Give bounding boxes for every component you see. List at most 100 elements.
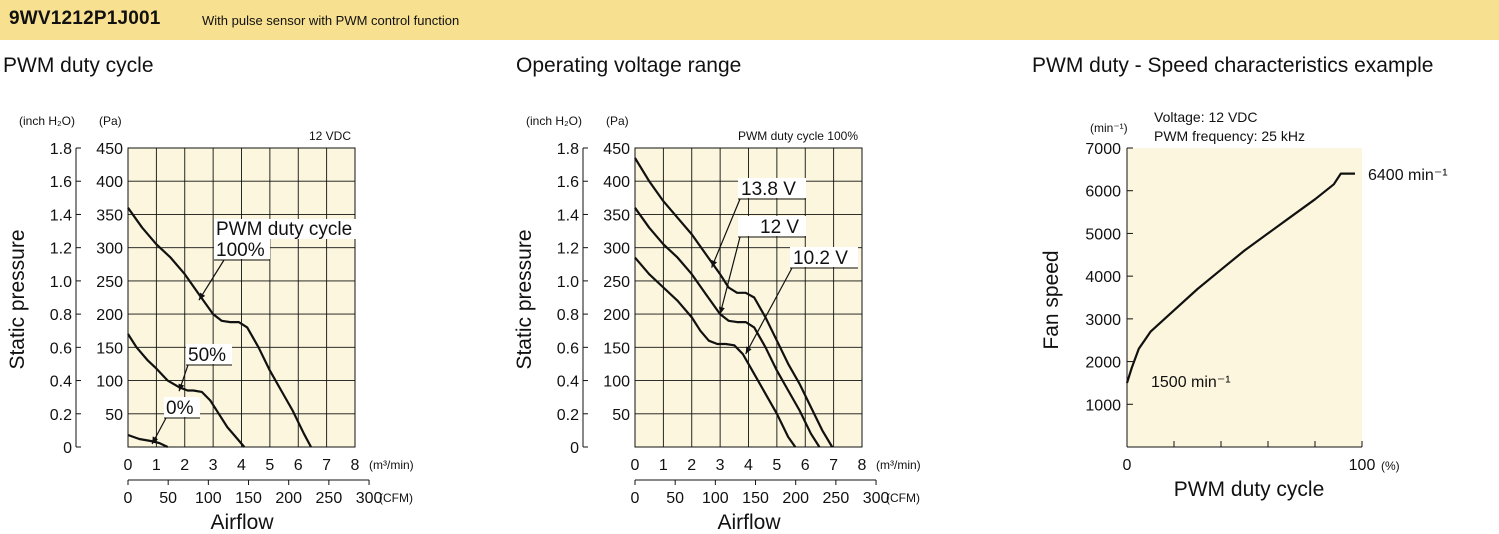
chart1-series-line	[127, 433, 169, 448]
chart2-x-tick-label: 6	[801, 457, 810, 474]
chart2-y-tick-label: 100	[603, 374, 630, 391]
chart1-x2-unit: (CFM)	[379, 491, 413, 505]
chart1-y2-tick-label: 0	[63, 440, 72, 457]
chart3-x-tick-label: 0	[1123, 457, 1132, 474]
chart3-y-tick-label: 1000	[1085, 397, 1121, 414]
chart1-label-100-bg	[214, 239, 270, 259]
chart1-y-unit: (Pa)	[99, 114, 122, 128]
model-description: With pulse sensor with PWM control funct…	[202, 13, 460, 28]
chart2-series-line	[634, 157, 834, 448]
chart2-label-12v-bg	[738, 216, 806, 236]
chart1-x2-tick-label: 50	[159, 490, 177, 507]
chart2-x-axis-title: Airflow	[717, 511, 781, 534]
model-number: 9WV1212P1J001	[9, 8, 161, 29]
chart2-x-tick-label: 8	[858, 457, 867, 474]
chart2-y-unit: (Pa)	[606, 114, 629, 128]
chart1-leader-line	[198, 259, 225, 301]
chart1-y-tick-label: 150	[96, 340, 123, 357]
chart1-x2-tick-label: 250	[316, 490, 343, 507]
chart2-x2-tick-label: 250	[823, 490, 850, 507]
chart1-series-line	[127, 333, 246, 448]
chart3-y-tick-label: 4000	[1085, 269, 1121, 286]
chart3-condition-voltage: Voltage: 12 VDC	[1154, 109, 1258, 125]
chart3-speed-line	[1125, 172, 1355, 384]
chart3-condition-frequency: PWM frequency: 25 kHz	[1154, 128, 1305, 144]
chart1-y-tick-label: 400	[96, 174, 123, 191]
chart1-x2-tick-label: 200	[275, 490, 302, 507]
chart3-x-tick-label: 100	[1349, 457, 1376, 474]
chart2-title: Operating voltage range	[516, 54, 742, 77]
chart2-label-13-8v-bg	[738, 178, 806, 198]
chart1-y-tick-label: 350	[96, 207, 123, 224]
chart1-x-tick-label: 7	[322, 457, 331, 474]
chart3-annotation-min-speed: 1500 min⁻¹	[1151, 374, 1231, 391]
chart2-x2-tick-label: 0	[631, 490, 640, 507]
chart2-y-tick-label: 200	[603, 307, 630, 324]
chart1-x2-tick-label: 150	[235, 490, 262, 507]
chart1-y-axis-title: Static pressure	[6, 229, 29, 369]
chart1-x-unit: (m³/min)	[369, 458, 414, 472]
chart1-x-tick-label: 8	[351, 457, 360, 474]
chart1-y2-tick-label: 0.4	[50, 374, 72, 391]
chart2-label-10-2v-bg	[790, 247, 858, 267]
chart1-leader-arrowhead	[178, 383, 185, 392]
chart2-x-unit: (m³/min)	[876, 458, 921, 472]
chart3-y-tick-label: 6000	[1085, 184, 1121, 201]
chart2-y2-tick-label: 1.4	[557, 207, 579, 224]
chart2-y2-tick-label: 0	[570, 440, 579, 457]
chart2-y-tick-label: 50	[612, 407, 630, 424]
chart1-x-tick-label: 2	[180, 457, 189, 474]
chart2-y-tick-label: 400	[603, 174, 630, 191]
chart2-x-tick-label: 3	[716, 457, 725, 474]
chart1-y-tick-label: 200	[96, 307, 123, 324]
chart2-leader-line	[711, 198, 741, 268]
chart2-x-tick-label: 5	[772, 457, 781, 474]
chart2-y-tick-label: 150	[603, 340, 630, 357]
chart1-condition-label: 12 VDC	[309, 129, 351, 143]
chart1-y-tick-label: 250	[96, 274, 123, 291]
chart2-label-12v: 12 V	[760, 217, 799, 238]
chart2-y2-tick-label: 1.6	[557, 174, 579, 191]
chart2-x2-tick-label: 200	[782, 490, 809, 507]
chart1-x-tick-label: 6	[294, 457, 303, 474]
chart1-leader-arrowhead	[198, 292, 206, 301]
header-bar: 9WV1212P1J001 With pulse sensor with PWM…	[0, 0, 1499, 40]
chart2-x-tick-label: 1	[659, 457, 668, 474]
chart1-y-tick-label: 100	[96, 374, 123, 391]
chart1-x-tick-label: 1	[152, 457, 161, 474]
chart2-y2-tick-label: 0.4	[557, 374, 579, 391]
chart3-plot-area	[1127, 148, 1362, 447]
chart1-x-tick-label: 0	[124, 457, 133, 474]
chart1-legend-title: PWM duty cycle	[216, 219, 352, 240]
chart2-leader-arrowhead	[711, 259, 718, 268]
chart1-x-tick-label: 3	[209, 457, 218, 474]
chart2-leader-arrowhead	[718, 306, 725, 315]
chart1-y-tick-label: 450	[96, 141, 123, 158]
chart2-y2-tick-label: 0.2	[557, 407, 579, 424]
chart3-y-tick-label: 7000	[1085, 141, 1121, 158]
chart1-label-0: 0%	[166, 398, 194, 419]
chart2-x-tick-label: 7	[829, 457, 838, 474]
chart2-y2-tick-label: 0.8	[557, 307, 579, 324]
chart1-label-100: 100%	[216, 240, 265, 261]
chart2-x2-tick-label: 100	[702, 490, 729, 507]
chart1-title: PWM duty cycle	[3, 54, 154, 77]
chart2-x2-unit: (CFM)	[886, 491, 920, 505]
chart1-y2-tick-label: 1.4	[50, 207, 72, 224]
chart3-y-tick-label: 2000	[1085, 355, 1121, 372]
chart3-annotation-max-speed: 6400 min⁻¹	[1368, 167, 1448, 184]
chart1-label-50-bg	[186, 344, 232, 364]
chart2-label-10-2v: 10.2 V	[793, 248, 848, 269]
chart1-y2-tick-label: 0.8	[50, 307, 72, 324]
chart1-y-tick-label: 300	[96, 241, 123, 258]
chart2-leader-line	[719, 236, 741, 315]
chart2-y-tick-label: 250	[603, 274, 630, 291]
chart2-y2-unit: (inch H₂O)	[526, 114, 582, 128]
chart1-y2-tick-label: 0.6	[50, 340, 72, 357]
chart3-y-unit: (min⁻¹)	[1090, 121, 1128, 135]
chart1-x2-tick-label: 100	[195, 490, 222, 507]
chart2-y-tick-label: 350	[603, 207, 630, 224]
chart1-x2-tick-label: 300	[356, 490, 383, 507]
chart2-y2-tick-label: 1.8	[557, 141, 579, 158]
